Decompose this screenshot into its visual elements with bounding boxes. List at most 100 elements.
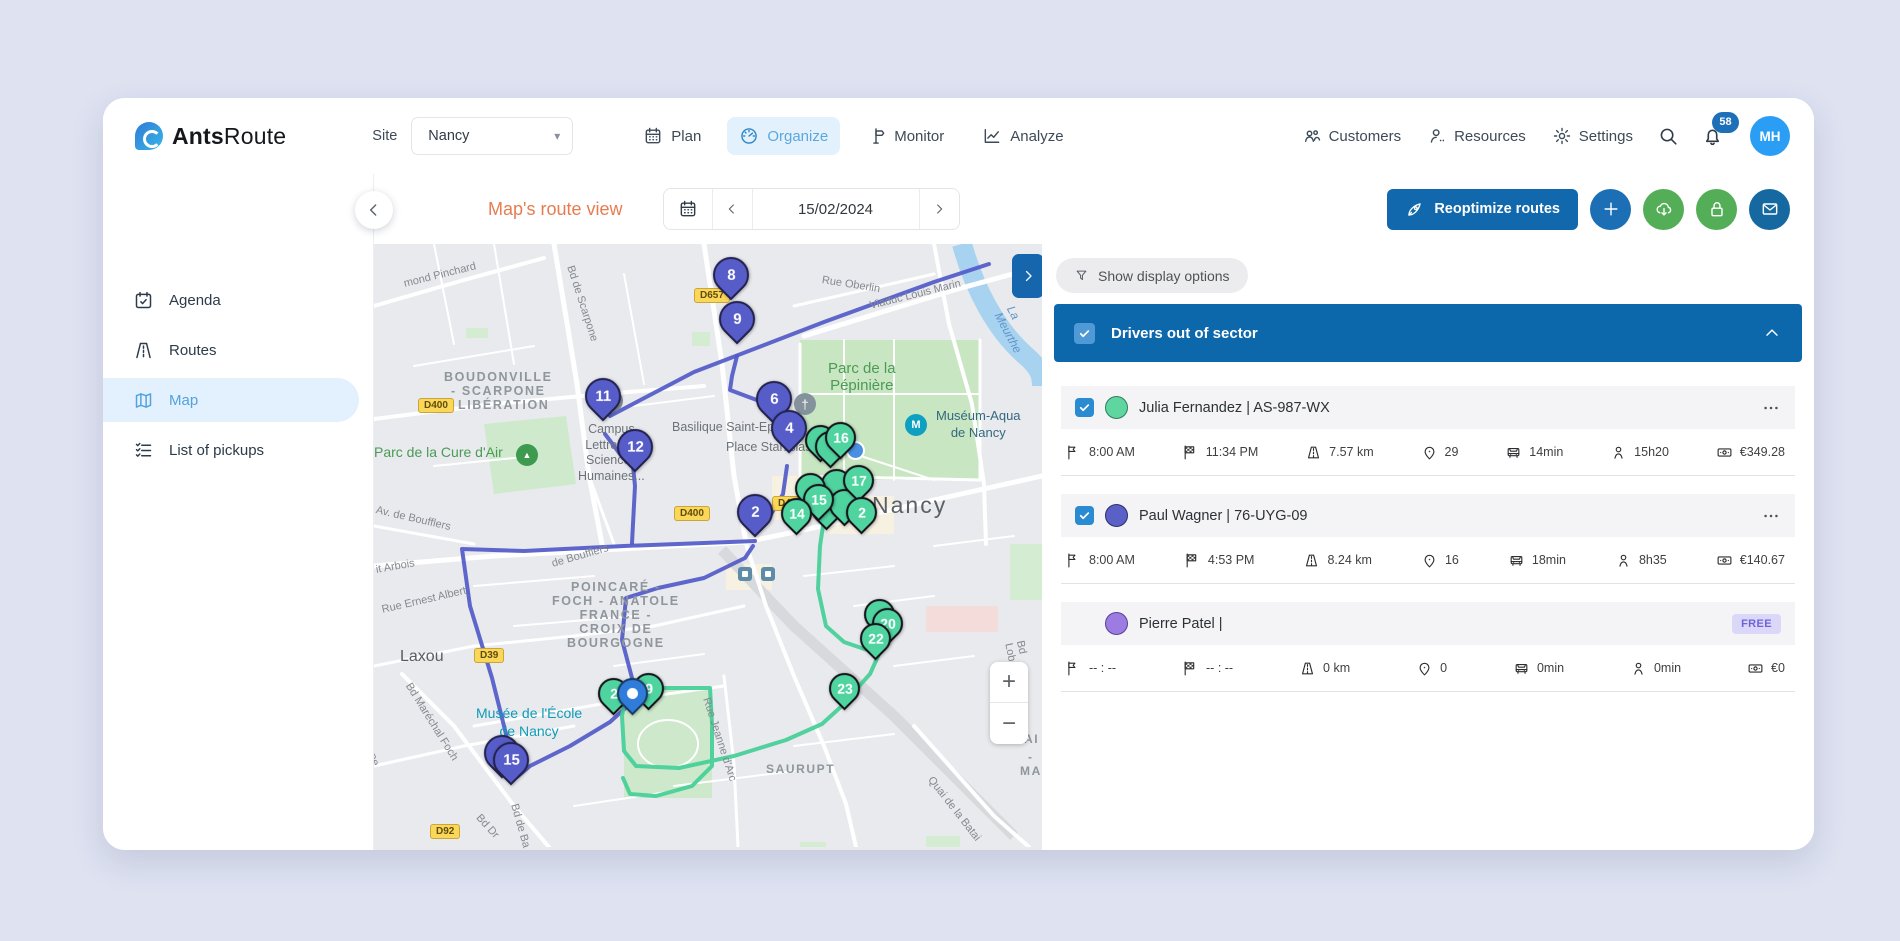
flag-icon	[1065, 552, 1082, 569]
site-selector[interactable]: Nancy ▾	[411, 117, 574, 155]
checklist-icon	[133, 440, 154, 461]
signpost-icon	[866, 126, 886, 146]
calendar-icon	[643, 126, 663, 146]
road-icon	[1299, 660, 1316, 677]
driver-row[interactable]: Julia Fernandez | AS-987-WX	[1061, 386, 1795, 429]
email-button[interactable]	[1749, 188, 1790, 230]
driver-list: Julia Fernandez | AS-987-WX 8:00 AM 11:34 …	[1054, 386, 1802, 692]
road-icon	[1303, 552, 1320, 569]
gear-icon	[1552, 126, 1572, 146]
avatar[interactable]: MH	[1750, 116, 1790, 156]
page-header: Map's route view 15/02/2024 Reoptimize r…	[374, 174, 1814, 244]
nav-customers[interactable]: Customers	[1294, 117, 1410, 155]
cloud-download-icon	[1654, 199, 1674, 219]
map-canvas[interactable]: + − mond Pinchard Bd de Scarpone Rue Oberl…	[374, 244, 1042, 850]
stat-flag: 8:00 AM	[1065, 552, 1135, 569]
nav-analyze-label: Analyze	[1010, 127, 1064, 145]
main-nav: Plan Organize Monitor Analyze	[631, 117, 1075, 155]
agenda-icon	[133, 290, 154, 311]
collapse-sidebar-button[interactable]	[355, 191, 393, 229]
nav-monitor-label: Monitor	[894, 127, 945, 145]
workspace: + − mond Pinchard Bd de Scarpone Rue Oberl…	[374, 244, 1814, 850]
nav-plan[interactable]: Plan	[631, 117, 713, 155]
nav-organize[interactable]: Organize	[727, 117, 841, 155]
stat-flag: 8:00 AM	[1065, 444, 1135, 461]
people-icon	[1302, 126, 1322, 146]
nav-settings[interactable]: Settings	[1544, 117, 1641, 155]
stat-pin: 16	[1421, 552, 1459, 569]
driver-name: Julia Fernandez | AS-987-WX	[1139, 399, 1330, 416]
driver-stats-row: -- : -- -- : -- 0 km 0 0min 0min €0	[1061, 645, 1795, 692]
chevron-up-icon	[1762, 323, 1782, 343]
calendar-button[interactable]	[663, 189, 712, 229]
finish-icon	[1182, 660, 1199, 677]
nav-settings-label: Settings	[1578, 127, 1633, 145]
gauge-icon	[739, 126, 759, 146]
brand-logo: AntsRoute	[135, 122, 286, 150]
top-navbar: AntsRoute Site Nancy ▾ Plan Organize Mon…	[103, 98, 1814, 174]
antsroute-logo-icon	[135, 122, 163, 150]
person-dots-icon	[1427, 126, 1447, 146]
driver-checkbox[interactable]	[1075, 398, 1094, 417]
driver-menu-button[interactable]	[1761, 398, 1781, 418]
check-icon	[1078, 327, 1091, 340]
stat-person: 0min	[1630, 660, 1681, 677]
nav-right-group: Customers Resources Settings 58 MH	[1294, 111, 1790, 156]
sidebar-map-label: Map	[169, 391, 199, 409]
next-day-button[interactable]	[918, 189, 959, 229]
drivers-panel: Show display options Drivers out of sect…	[1042, 244, 1814, 850]
notifications-button[interactable]: 58	[1695, 111, 1739, 154]
pin-icon	[1416, 660, 1433, 677]
nav-analyze[interactable]: Analyze	[970, 117, 1075, 155]
pin-icon	[1421, 444, 1438, 461]
nav-organize-label: Organize	[767, 127, 829, 145]
van-icon	[1505, 444, 1522, 461]
show-display-options-button[interactable]: Show display options	[1056, 258, 1248, 293]
stat-van: 18min	[1508, 552, 1566, 569]
sidebar-pickups-label: List of pickups	[169, 441, 265, 459]
expand-panel-button[interactable]	[1012, 254, 1042, 298]
driver-stats-row: 8:00 AM 4:53 PM 8.24 km 16 18min 8h35 €140.67	[1061, 537, 1795, 584]
lock-button[interactable]	[1696, 188, 1737, 230]
reoptimize-routes-button[interactable]: Reoptimize routes	[1387, 188, 1578, 230]
driver-row[interactable]: Pierre Patel | FREE	[1061, 602, 1795, 645]
drivers-section-header[interactable]: Drivers out of sector	[1054, 304, 1802, 362]
route-polyline	[460, 539, 757, 773]
stat-money: €140.67	[1716, 552, 1785, 569]
nav-monitor[interactable]: Monitor	[854, 117, 956, 155]
date-picker-group: 15/02/2024	[662, 188, 960, 230]
finish-icon	[1184, 552, 1201, 569]
sidebar-item-agenda[interactable]: Agenda	[103, 278, 359, 322]
sidebar-item-routes[interactable]: Routes	[103, 328, 359, 372]
cloud-download-button[interactable]	[1643, 188, 1684, 230]
sidebar-item-list-of-pickups[interactable]: List of pickups	[103, 428, 359, 472]
driver-avatar	[1105, 504, 1128, 527]
zoom-out-button[interactable]: −	[990, 703, 1028, 744]
zoom-in-button[interactable]: +	[990, 662, 1028, 703]
driver-row[interactable]: Paul Wagner | 76-UYG-09	[1061, 494, 1795, 537]
header-actions: Reoptimize routes	[1387, 188, 1790, 230]
map-icon	[133, 390, 154, 411]
person-icon	[1630, 660, 1647, 677]
rocket-icon	[1405, 200, 1424, 219]
previous-day-button[interactable]	[711, 189, 752, 229]
route-polyline	[620, 470, 881, 798]
nav-resources[interactable]: Resources	[1419, 117, 1534, 155]
date-value: 15/02/2024	[751, 189, 919, 229]
driver-name: Paul Wagner | 76-UYG-09	[1139, 507, 1308, 524]
driver-checkbox[interactable]	[1075, 506, 1094, 525]
search-icon	[1657, 125, 1679, 147]
chart-icon	[982, 126, 1002, 146]
site-group: Site Nancy ▾	[372, 117, 574, 155]
driver-card: Pierre Patel | FREE -- : -- -- : -- 0 km 0 0mi…	[1061, 602, 1795, 692]
driver-menu-button[interactable]	[1761, 506, 1781, 526]
section-checkbox[interactable]	[1074, 322, 1095, 344]
stat-finish: 4:53 PM	[1184, 552, 1254, 569]
chevron-left-icon	[364, 200, 384, 220]
lock-icon	[1707, 199, 1727, 219]
money-icon	[1716, 552, 1733, 569]
add-button[interactable]	[1590, 188, 1631, 230]
sidebar-item-map[interactable]: Map	[103, 378, 359, 422]
search-button[interactable]	[1651, 119, 1685, 153]
site-selected-value: Nancy	[428, 128, 470, 144]
